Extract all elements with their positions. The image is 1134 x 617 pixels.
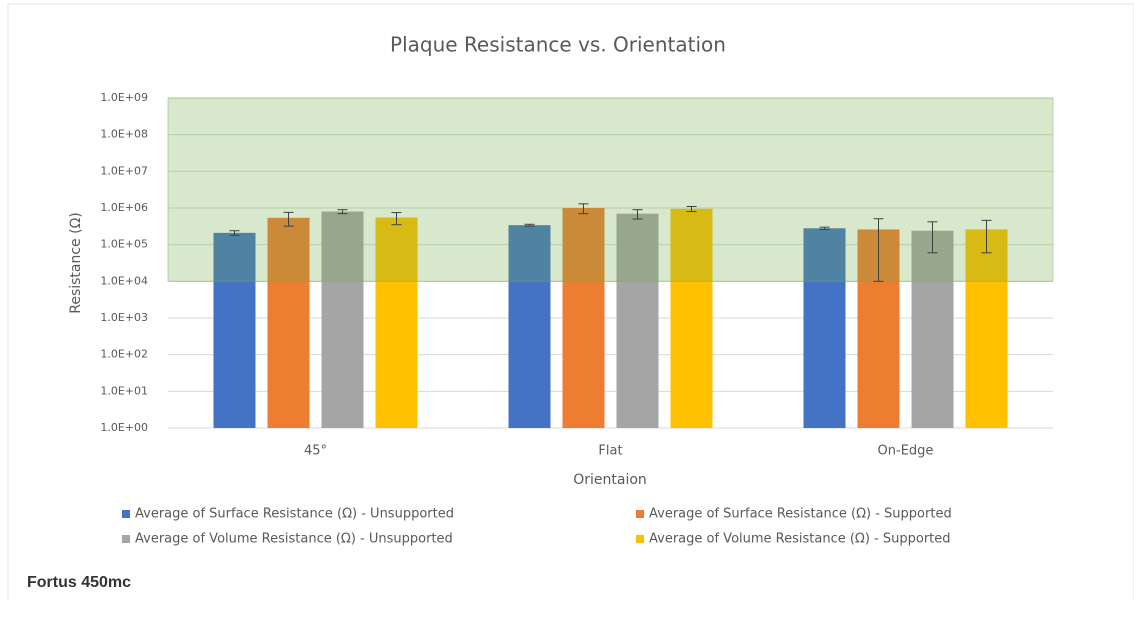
y-tick-label: 1.0E+07 (100, 164, 148, 177)
y-tick-label: 1.0E+01 (100, 384, 148, 397)
bar (616, 213, 659, 428)
legend-label: Average of Surface Resistance (Ω) - Supp… (649, 507, 952, 522)
bar (213, 232, 256, 428)
y-tick-label: 1.0E+03 (100, 311, 148, 324)
bar (562, 208, 605, 428)
legend-swatch (636, 535, 644, 543)
y-tick-label: 1.0E+04 (100, 274, 148, 287)
legend-swatch (122, 535, 130, 543)
legend-label: Average of Volume Resistance (Ω) - Unsup… (135, 532, 453, 547)
legend-label: Average of Surface Resistance (Ω) - Unsu… (135, 507, 454, 522)
y-tick-label: 1.0E+00 (100, 421, 148, 434)
x-tick-label: On-Edge (878, 444, 934, 459)
y-tick-label: 1.0E+02 (100, 348, 148, 361)
chart-frame (7, 3, 1134, 600)
bar (375, 217, 418, 428)
shaded-range (167, 97, 1054, 282)
legend-swatch (122, 510, 130, 518)
legend-swatch (636, 510, 644, 518)
bar (965, 229, 1008, 428)
bar (911, 230, 954, 428)
legend-label: Average of Volume Resistance (Ω) - Suppo… (649, 532, 951, 547)
y-tick-label: 1.0E+06 (100, 201, 148, 214)
x-tick-label: 45° (304, 444, 327, 459)
chart: Plaque Resistance vs. Orientation Orient… (7, 3, 1134, 600)
bar (803, 228, 846, 428)
y-tick-label: 1.0E+05 (100, 238, 148, 251)
x-axis-label: Orientaion (573, 472, 647, 488)
x-tick-label: Flat (598, 444, 622, 459)
bar (267, 217, 310, 428)
bar (508, 225, 551, 428)
y-tick-label: 1.0E+08 (100, 128, 148, 141)
bar (321, 211, 364, 428)
chart-title: Plaque Resistance vs. Orientation (390, 33, 726, 57)
caption: Fortus 450mc (27, 574, 132, 591)
bar (670, 208, 713, 428)
y-tick-label: 1.0E+09 (100, 91, 148, 104)
y-axis-label: Resistance (Ω) (68, 212, 84, 314)
